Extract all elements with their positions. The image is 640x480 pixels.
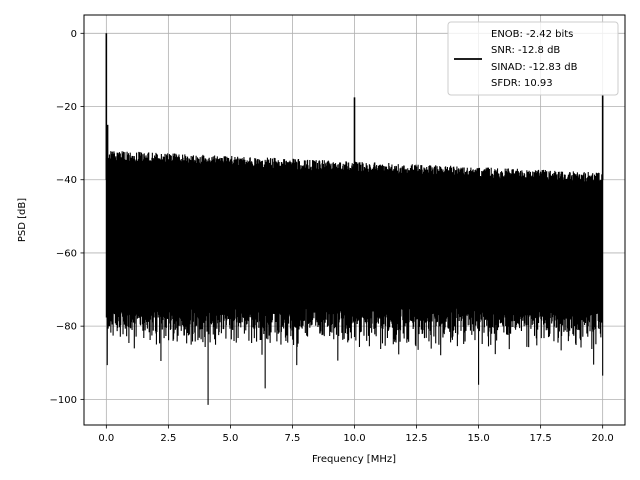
psd-noise-trace <box>105 151 604 405</box>
legend-line-snr: SNR: -12.8 dB <box>491 45 560 56</box>
y-tick-label: −100 <box>50 395 77 406</box>
x-tick-label: 20.0 <box>592 433 614 444</box>
legend-line-enob: ENOB: -2.42 bits <box>491 29 573 40</box>
x-tick-label: 5.0 <box>222 433 238 444</box>
y-tick-label: −40 <box>56 175 77 186</box>
x-tick-label: 2.5 <box>160 433 176 444</box>
y-tick-label: −20 <box>56 102 77 113</box>
legend-box <box>447 21 619 96</box>
y-tick-label: −80 <box>56 322 77 333</box>
x-axis-ticks: 0.0 2.5 5.0 7.5 10.0 12.5 15.0 17.5 20.0 <box>98 425 614 444</box>
y-axis-title: PSD [dB] <box>17 198 28 242</box>
legend: ENOB: -2.42 bits SNR: -12.8 dB SINAD: -1… <box>447 21 619 96</box>
y-axis-ticks: 0 −20 −40 −60 −80 −100 <box>50 29 84 406</box>
x-tick-label: 0.0 <box>98 433 114 444</box>
psd-trace <box>105 33 604 405</box>
x-axis-title: Frequency [MHz] <box>312 454 396 465</box>
x-tick-label: 10.0 <box>343 433 365 444</box>
legend-line-sfdr: SFDR: 10.93 <box>491 78 553 89</box>
x-tick-label: 12.5 <box>405 433 427 444</box>
y-tick-label: −60 <box>56 248 77 259</box>
y-tick-label: 0 <box>71 29 77 40</box>
x-tick-label: 17.5 <box>529 433 551 444</box>
x-tick-label: 15.0 <box>467 433 489 444</box>
x-tick-label: 7.5 <box>285 433 301 444</box>
legend-line-sinad: SINAD: -12.83 dB <box>491 62 578 73</box>
